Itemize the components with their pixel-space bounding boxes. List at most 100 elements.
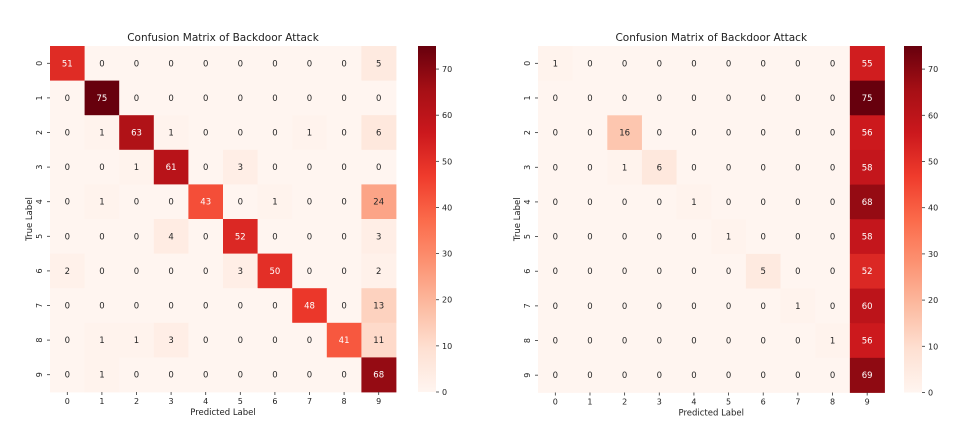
- cell-value-label: 0: [553, 337, 558, 347]
- cell-value-label: 1: [622, 163, 627, 173]
- cell-value-label: 0: [307, 371, 312, 381]
- cell-value-label: 0: [341, 198, 346, 208]
- heatmap-cell: [676, 219, 712, 255]
- cell-value-label: 0: [622, 371, 627, 381]
- cell-value-label: 4: [168, 232, 173, 242]
- cell-value-label: 0: [587, 163, 592, 173]
- cell-value-label: 0: [657, 59, 662, 69]
- x-tick-label: 6: [272, 397, 277, 406]
- heatmap-cell: [153, 253, 189, 289]
- heatmap-cell: [815, 323, 851, 359]
- y-tick-label: 0: [523, 61, 532, 66]
- heatmap-cell: [815, 149, 851, 185]
- x-tick-label: 5: [238, 397, 243, 406]
- x-tick-label: 4: [691, 398, 696, 407]
- cell-value-label: 0: [726, 59, 731, 69]
- heatmap-cell: [361, 184, 397, 220]
- cell-value-label: 0: [657, 371, 662, 381]
- cell-value-label: 6: [376, 129, 381, 139]
- cell-value-label: 0: [726, 94, 731, 104]
- heatmap-cell: [538, 288, 574, 324]
- heatmap-cell: [257, 46, 293, 81]
- heatmap-cell: [292, 322, 328, 358]
- cell-value-label: 58: [862, 163, 873, 173]
- y-axis-label: True Label: [25, 197, 35, 242]
- cell-value-label: 0: [691, 163, 696, 173]
- cell-value-label: 0: [761, 233, 766, 243]
- cell-value-label: 52: [862, 267, 873, 277]
- cell-value-label: 0: [65, 94, 70, 104]
- heatmap-cell: [292, 46, 328, 81]
- heatmap-cell: [676, 357, 712, 393]
- heatmap-cell: [119, 357, 155, 393]
- heatmap-cell: [223, 253, 258, 289]
- cell-value-label: 13: [373, 302, 384, 312]
- cell-value-label: 0: [691, 267, 696, 277]
- cell-value-label: 0: [657, 267, 662, 277]
- heatmap-cell: [326, 288, 362, 324]
- cell-value-label: 1: [691, 198, 696, 208]
- heatmap-cell: [50, 219, 85, 254]
- cell-value-label: 0: [341, 302, 346, 312]
- cell-value-label: 0: [376, 163, 381, 173]
- heatmap-cell: [607, 323, 643, 359]
- heatmap-cell: [153, 149, 189, 185]
- heatmap-cell: [153, 80, 189, 116]
- heatmap-cell: [711, 115, 747, 151]
- y-tick-label: 2: [523, 130, 532, 135]
- cell-value-label: 0: [238, 59, 243, 69]
- heatmap-cell: [745, 323, 781, 359]
- x-tick-label: 9: [865, 398, 870, 407]
- heatmap-cell: [326, 219, 362, 254]
- cell-value-label: 0: [168, 59, 173, 69]
- cell-value-label: 0: [553, 163, 558, 173]
- heatmap-cell: [641, 219, 677, 255]
- cell-value-label: 0: [341, 59, 346, 69]
- cell-value-label: 0: [203, 336, 208, 346]
- x-tick-label: 7: [795, 398, 800, 407]
- cell-value-label: 0: [341, 232, 346, 242]
- y-tick-label: 4: [35, 199, 44, 204]
- cell-value-label: 0: [622, 337, 627, 347]
- heatmap-cell: [361, 219, 397, 254]
- cell-value-label: 0: [203, 371, 208, 381]
- cell-value-label: 0: [376, 94, 381, 104]
- heatmap-cell: [641, 184, 677, 220]
- cell-value-label: 0: [553, 129, 558, 139]
- heatmap-cell: [361, 80, 397, 116]
- cell-value-label: 0: [307, 94, 312, 104]
- cell-value-label: 0: [272, 371, 277, 381]
- cell-value-label: 0: [65, 129, 70, 139]
- x-tick-label: 2: [134, 397, 139, 406]
- heatmap-cell: [815, 253, 851, 289]
- heatmap-cell: [84, 184, 120, 220]
- cell-value-label: 0: [65, 302, 70, 312]
- heatmap-cell: [223, 219, 258, 254]
- y-tick-label: 8: [35, 338, 44, 343]
- heatmap-cell: [849, 253, 885, 289]
- y-tick-label: 3: [35, 165, 44, 170]
- colorbar-tick-label: 60: [442, 111, 452, 120]
- cell-value-label: 0: [726, 267, 731, 277]
- heatmap-cell: [711, 219, 747, 255]
- cell-value-label: 0: [307, 163, 312, 173]
- cell-value-label: 0: [726, 337, 731, 347]
- x-tick-label: 4: [203, 397, 208, 406]
- cell-value-label: 1: [134, 163, 139, 173]
- cell-value-label: 0: [99, 267, 104, 277]
- heatmap-cell: [815, 357, 851, 393]
- cell-value-label: 0: [795, 163, 800, 173]
- heatmap-cell: [849, 323, 885, 359]
- cell-value-label: 0: [657, 198, 662, 208]
- heatmap-cell: [572, 149, 608, 185]
- cell-value-label: 0: [307, 267, 312, 277]
- heatmap-cell: [257, 184, 293, 220]
- cell-value-label: 0: [341, 371, 346, 381]
- heatmap-cell: [849, 357, 885, 393]
- cell-value-label: 0: [761, 129, 766, 139]
- cell-value-label: 69: [862, 371, 873, 381]
- cell-value-label: 0: [134, 232, 139, 242]
- y-tick-label: 1: [35, 95, 44, 100]
- cell-value-label: 0: [587, 267, 592, 277]
